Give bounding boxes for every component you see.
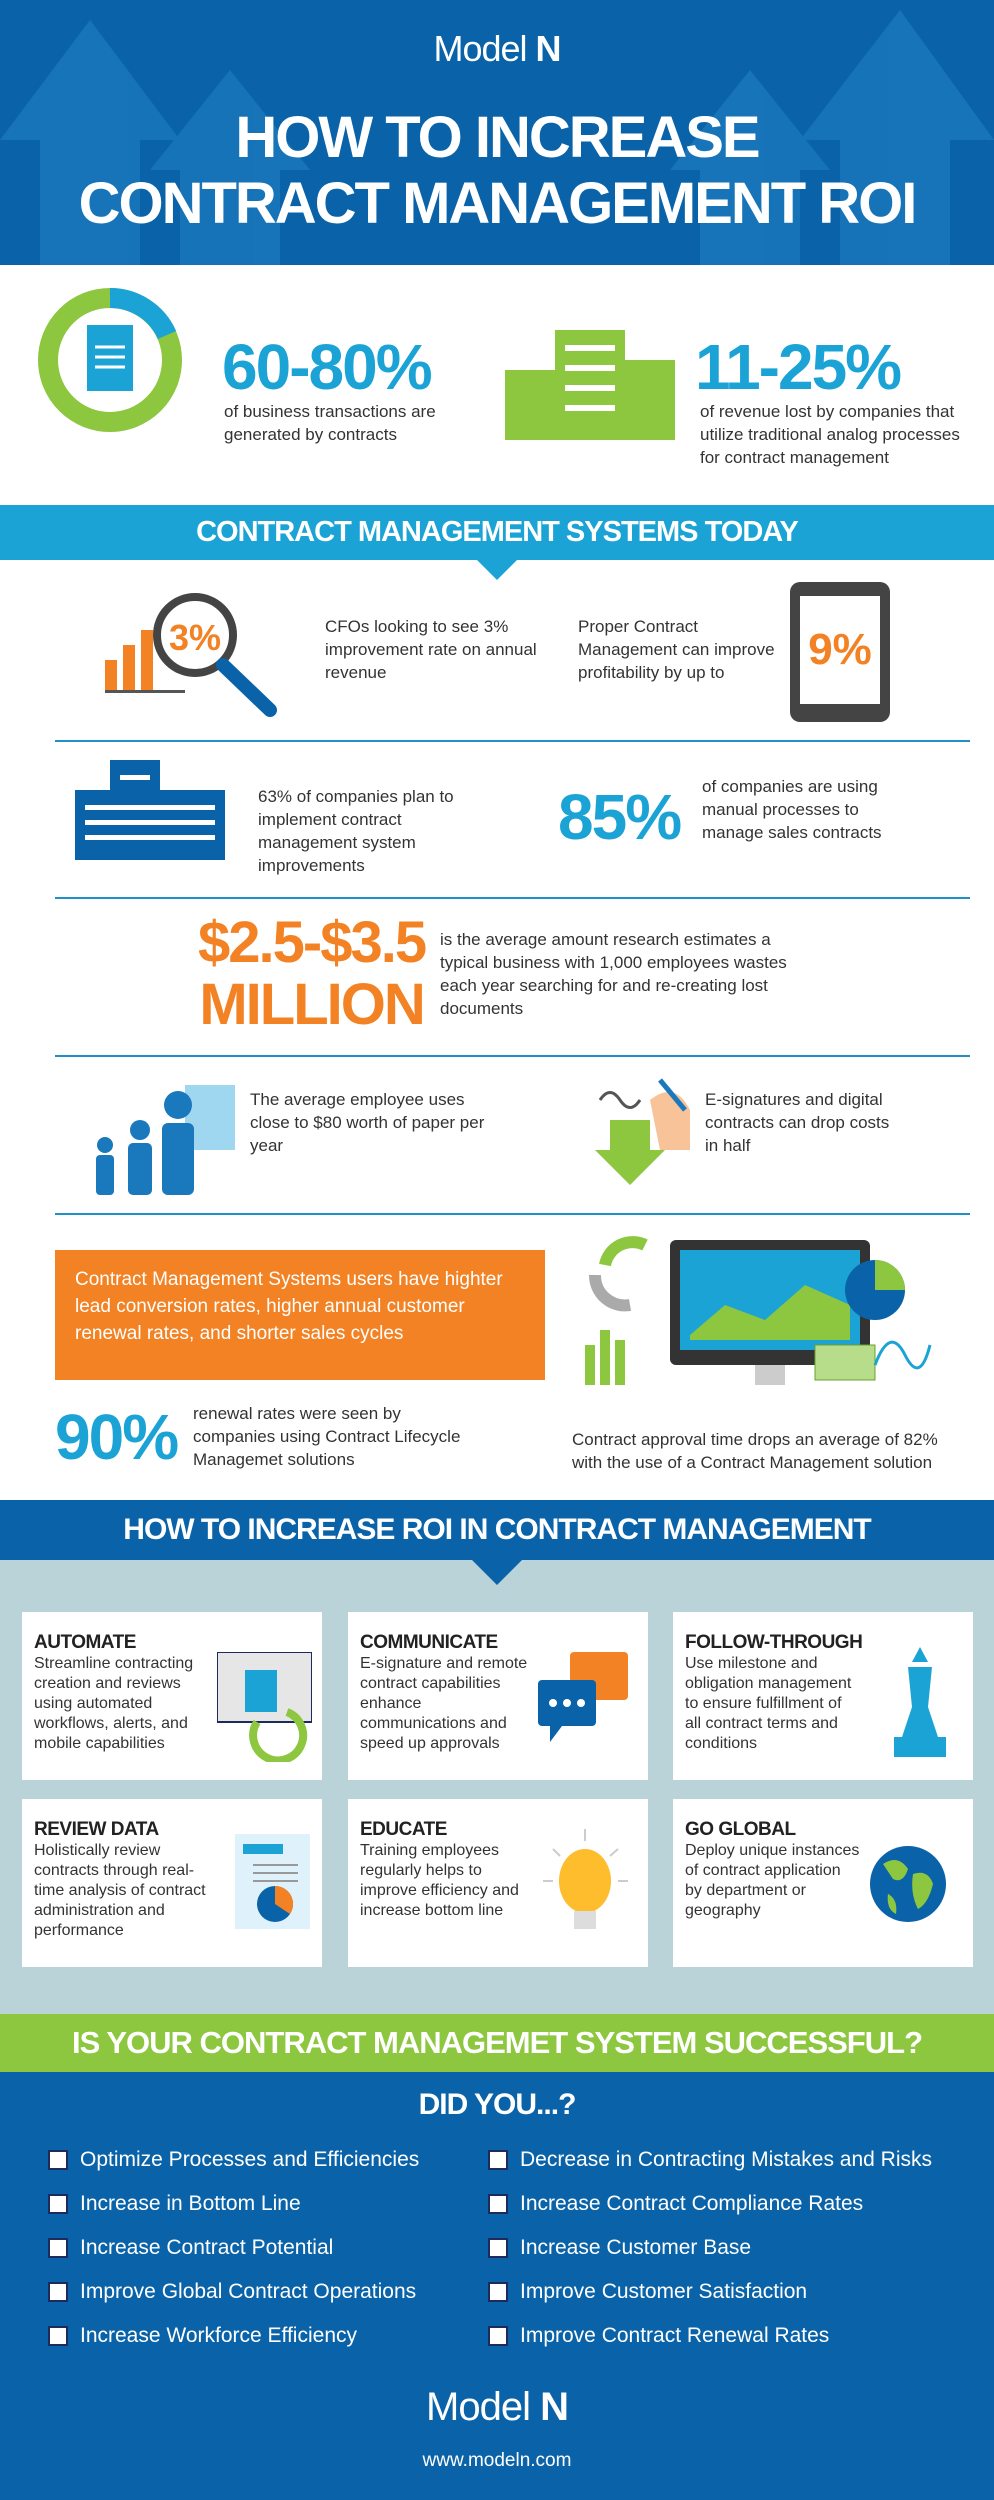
divider xyxy=(55,1213,970,1215)
checklist-item[interactable]: Decrease in Contracting Mistakes and Ris… xyxy=(488,2148,932,2172)
checkbox[interactable] xyxy=(488,2326,508,2346)
checklist-item[interactable]: Increase Contract Potential xyxy=(48,2236,419,2260)
esign-text: E-signatures and digital contracts can d… xyxy=(705,1090,890,1155)
profit-text: Proper Contract Management can improve p… xyxy=(578,617,775,682)
tablet-icon: 9% xyxy=(790,582,890,722)
renewal-value: 90% xyxy=(55,1401,179,1473)
callout-box: Contract Management Systems users have h… xyxy=(55,1250,545,1380)
checkbox[interactable] xyxy=(48,2150,68,2170)
manual-value: 85% xyxy=(558,781,682,853)
stat-text: of revenue lost by companies that utiliz… xyxy=(700,402,960,467)
checkbox[interactable] xyxy=(48,2238,68,2258)
checklist-left: Optimize Processes and Efficiencies Incr… xyxy=(48,2148,419,2348)
donut-document-icon xyxy=(38,287,182,432)
page-title: HOW TO INCREASE CONTRACT MANAGEMENT ROI xyxy=(78,105,918,236)
chat-bubbles-icon xyxy=(538,1652,628,1742)
section-banner-success: IS YOUR CONTRACT MANAGEMET SYSTEM SUCCES… xyxy=(0,2014,994,2072)
stat-value: 60-80% xyxy=(222,331,433,403)
checklist-item[interactable]: Increase Workforce Efficiency xyxy=(48,2324,419,2348)
paper-text: The average employee uses close to $80 w… xyxy=(250,1090,485,1155)
manual-text: of companies are using manual processes … xyxy=(702,777,882,842)
checkbox[interactable] xyxy=(48,2326,68,2346)
checkbox[interactable] xyxy=(488,2194,508,2214)
checklist-item[interactable]: Increase Contract Compliance Rates xyxy=(488,2192,932,2216)
checklist-item[interactable]: Increase in Bottom Line xyxy=(48,2192,419,2216)
stat-value: 11-25% xyxy=(695,331,902,403)
section-banner-today: CONTRACT MANAGEMENT SYSTEMS TODAY xyxy=(0,505,994,560)
checkbox[interactable] xyxy=(488,2150,508,2170)
lightbulb-icon xyxy=(543,1829,628,1929)
roi-card-review-data: REVIEW DATA Holistically review contracts… xyxy=(22,1799,322,1967)
footer-logo: Model N xyxy=(426,2385,569,2429)
computer-analytics-icon xyxy=(585,1236,932,1385)
globe-icon xyxy=(870,1846,946,1922)
checklist-item[interactable]: Improve Contract Renewal Rates xyxy=(488,2324,932,2348)
approval-text: Contract approval time drops an average … xyxy=(572,1430,938,1472)
checklist-item[interactable]: Improve Global Contract Operations xyxy=(48,2280,419,2304)
renewal-text: renewal rates were seen by companies usi… xyxy=(193,1404,461,1469)
magnifier-value: 3% xyxy=(169,617,221,658)
magnifier-chart-icon: 3% xyxy=(105,593,277,717)
divider xyxy=(55,740,970,742)
header: Model N HOW TO INCREASE CONTRACT MANAGEME… xyxy=(0,0,994,265)
chess-queen-icon xyxy=(894,1647,946,1757)
roi-card-go-global: GO GLOBAL Deploy unique instances of cont… xyxy=(673,1799,973,1967)
checklist-item[interactable]: Increase Customer Base xyxy=(488,2236,932,2260)
roi-card-educate: EDUCATE Training employees regularly help… xyxy=(348,1799,648,1967)
roi-card-communicate: COMMUNICATE E-signature and remote contra… xyxy=(348,1612,648,1780)
office-building-icon xyxy=(75,760,225,860)
waste-text: is the average amount research estimates… xyxy=(440,930,787,1018)
checklist-right: Decrease in Contracting Mistakes and Ris… xyxy=(488,2148,932,2348)
stat-text: of business transactions are generated b… xyxy=(224,402,436,444)
checkbox[interactable] xyxy=(48,2282,68,2302)
banner-pointer xyxy=(477,560,517,580)
cfo-text: CFOs looking to see 3% improvement rate … xyxy=(325,617,537,682)
checkbox[interactable] xyxy=(488,2238,508,2258)
plan-text: 63% of companies plan to implement contr… xyxy=(258,787,454,875)
buildings-icon xyxy=(505,330,675,440)
roi-card-automate: AUTOMATE Streamline contracting creation … xyxy=(22,1612,322,1780)
banner-pointer xyxy=(472,1560,522,1585)
section-banner-roi: HOW TO INCREASE ROI IN CONTRACT MANAGEME… xyxy=(0,1500,994,1560)
header-logo: Model N xyxy=(433,28,561,69)
checkbox[interactable] xyxy=(488,2282,508,2302)
esignature-hand-icon xyxy=(595,1078,690,1185)
roi-card-follow-through: FOLLOW-THROUGH Use milestone and obligati… xyxy=(673,1612,973,1780)
checklist-item[interactable]: Optimize Processes and Efficiencies xyxy=(48,2148,419,2172)
people-paper-icon xyxy=(96,1085,235,1195)
report-pie-icon xyxy=(235,1834,310,1929)
document-cycle-icon xyxy=(217,1652,312,1762)
divider xyxy=(55,897,970,899)
checkbox[interactable] xyxy=(48,2194,68,2214)
did-you-heading: DID YOU...? xyxy=(418,2088,577,2121)
footer-url[interactable]: www.modeln.com xyxy=(422,2450,572,2471)
arrows-background-icon xyxy=(0,10,994,265)
divider xyxy=(55,1055,970,1057)
waste-value: $2.5-$3.5 MILLION xyxy=(198,910,427,1037)
checklist-item[interactable]: Improve Customer Satisfaction xyxy=(488,2280,932,2304)
